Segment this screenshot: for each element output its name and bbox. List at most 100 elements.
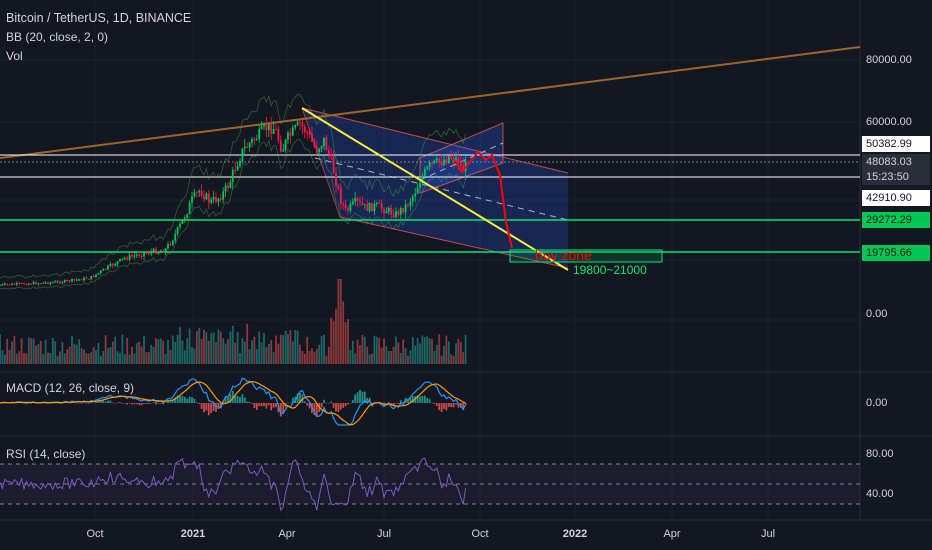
candle-body: [169, 244, 172, 246]
macd-histogram-bar: [416, 395, 419, 403]
candle-body: [243, 147, 246, 149]
volume-bar: [193, 348, 196, 364]
volume-bar: [176, 334, 179, 364]
volume-bars: [0, 279, 467, 364]
volume-bar: [83, 349, 85, 364]
macd-histogram-bar: [414, 396, 417, 403]
macd-histogram-bar: [277, 403, 280, 413]
symbol-title[interactable]: Bitcoin / TetherUS, 1D, BINANCE: [6, 11, 192, 25]
candle-body: [462, 165, 465, 172]
macd-histogram-bar: [409, 397, 412, 403]
bb-indicator-label[interactable]: BB (20, close, 2, 0): [6, 30, 109, 44]
volume-bar: [239, 353, 241, 364]
macd-histogram-bar: [351, 400, 354, 403]
macd-pane: [0, 377, 467, 426]
volume-bar: [313, 351, 316, 364]
macd-histogram-bar: [243, 397, 246, 403]
candle-body: [380, 203, 383, 209]
macd-indicator-label[interactable]: MACD (12, 26, close, 9): [6, 381, 135, 395]
volume-bar: [421, 335, 424, 364]
candle-body: [416, 187, 419, 194]
volume-bar: [450, 354, 453, 364]
candle-body: [164, 248, 167, 253]
candle-body: [455, 157, 457, 162]
volume-bar: [253, 336, 256, 364]
vol-indicator-label[interactable]: Vol: [6, 49, 23, 63]
volume-bar: [260, 342, 263, 364]
volume-bar: [159, 338, 162, 364]
macd-histogram-bar: [167, 400, 169, 403]
macd-histogram-bar: [246, 401, 249, 403]
volume-bar: [183, 350, 186, 364]
volume-bar: [222, 338, 225, 364]
time-label-2022: 2022: [562, 528, 588, 540]
candle-body: [193, 192, 196, 197]
macd-histogram-bar: [253, 403, 256, 408]
volume-bar: [301, 351, 304, 364]
candle-body: [239, 160, 241, 166]
volume-bar: [339, 279, 342, 364]
macd-histogram-bar: [188, 396, 191, 403]
candle-body: [335, 173, 337, 186]
price-label-last: 48083.03: [862, 154, 930, 170]
volume-bar: [18, 351, 21, 364]
candle-body: [126, 257, 129, 260]
volume-bar: [255, 349, 258, 364]
candle-body: [272, 128, 275, 134]
price-tick-80000: 80000.00: [866, 54, 912, 66]
volume-bar: [327, 346, 330, 364]
volume-bar: [126, 337, 129, 364]
candle-body: [359, 200, 361, 203]
volume-bar: [399, 352, 402, 364]
macd-histogram-bar: [462, 403, 465, 411]
volume-bar: [330, 317, 333, 364]
rsi-indicator-label[interactable]: RSI (14, close): [6, 447, 86, 461]
candle-body: [35, 282, 37, 285]
candle-body: [205, 193, 208, 200]
candle-body: [339, 188, 342, 204]
candle-body: [287, 132, 289, 140]
macd-histogram-bar: [143, 403, 145, 404]
macd-histogram-bar: [236, 396, 239, 403]
macd-histogram-bar: [83, 402, 85, 403]
candle-body: [397, 211, 400, 215]
candle-body: [128, 255, 131, 260]
candle-body: [140, 256, 143, 258]
macd-tick: 0.00: [866, 397, 888, 409]
candle-body: [13, 283, 16, 285]
volume-bar: [121, 334, 124, 364]
volume-bar: [210, 333, 213, 364]
price-label-green-2: 19795.66: [862, 245, 930, 261]
volume-bar: [164, 353, 167, 364]
volume-bar: [145, 352, 148, 364]
channel-lower-line: [339, 216, 569, 269]
macd-histogram-bar: [123, 403, 126, 404]
rsi-tick-40: 40.00: [866, 488, 894, 500]
volume-bar: [411, 336, 414, 364]
candle-body: [191, 196, 193, 203]
candle-body: [78, 279, 81, 281]
candle-body: [71, 279, 73, 282]
candle-body: [150, 251, 153, 254]
volume-bar: [104, 335, 107, 364]
macd-histogram-bar: [421, 395, 424, 403]
macd-histogram-bar: [179, 396, 181, 403]
volume-bar: [443, 345, 445, 364]
macd-histogram-bar: [337, 403, 340, 413]
volume-bar: [409, 350, 412, 364]
macd-histogram-bar: [212, 403, 215, 411]
candle-body: [431, 162, 433, 164]
macd-histogram-bar: [354, 394, 357, 403]
volume-bar: [198, 327, 201, 364]
macd-histogram-bar: [303, 401, 306, 403]
volume-bar: [11, 341, 13, 364]
candle-body: [390, 207, 393, 215]
volume-bar: [200, 338, 203, 364]
volume-bar: [299, 344, 301, 364]
volume-bar: [335, 308, 337, 364]
volume-bar: [246, 323, 249, 364]
macd-histogram-bar: [227, 396, 229, 403]
volume-bar: [354, 353, 357, 364]
candle-body: [296, 122, 299, 126]
volume-bar: [114, 336, 117, 364]
